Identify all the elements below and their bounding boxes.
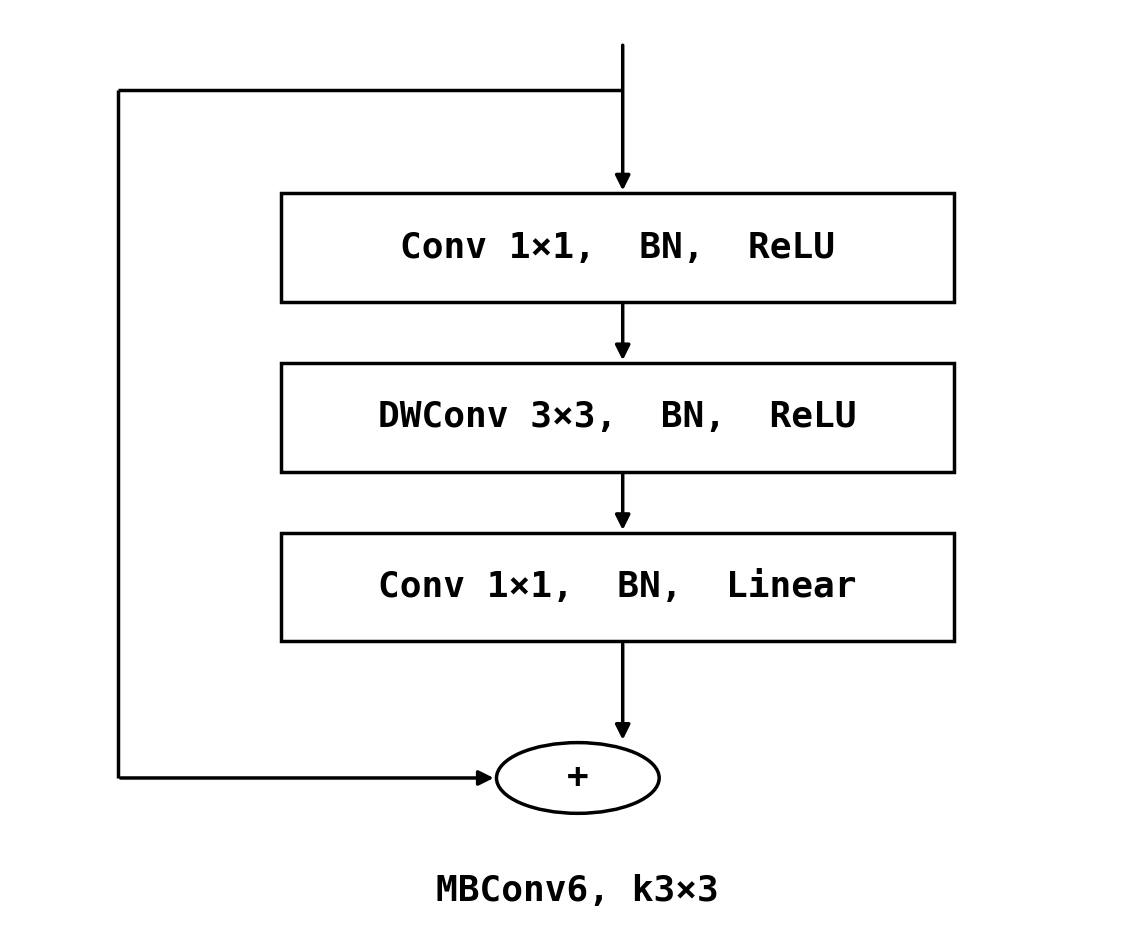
Text: Conv 1×1,  BN,  ReLU: Conv 1×1, BN, ReLU (399, 230, 835, 265)
FancyBboxPatch shape (280, 193, 954, 302)
Ellipse shape (496, 743, 660, 813)
Text: MBConv6, k3×3: MBConv6, k3×3 (436, 874, 719, 908)
Text: Conv 1×1,  BN,  Linear: Conv 1×1, BN, Linear (378, 570, 856, 604)
Text: +: + (567, 761, 589, 795)
Text: DWConv 3×3,  BN,  ReLU: DWConv 3×3, BN, ReLU (378, 400, 856, 435)
FancyBboxPatch shape (280, 533, 954, 641)
FancyBboxPatch shape (280, 363, 954, 472)
